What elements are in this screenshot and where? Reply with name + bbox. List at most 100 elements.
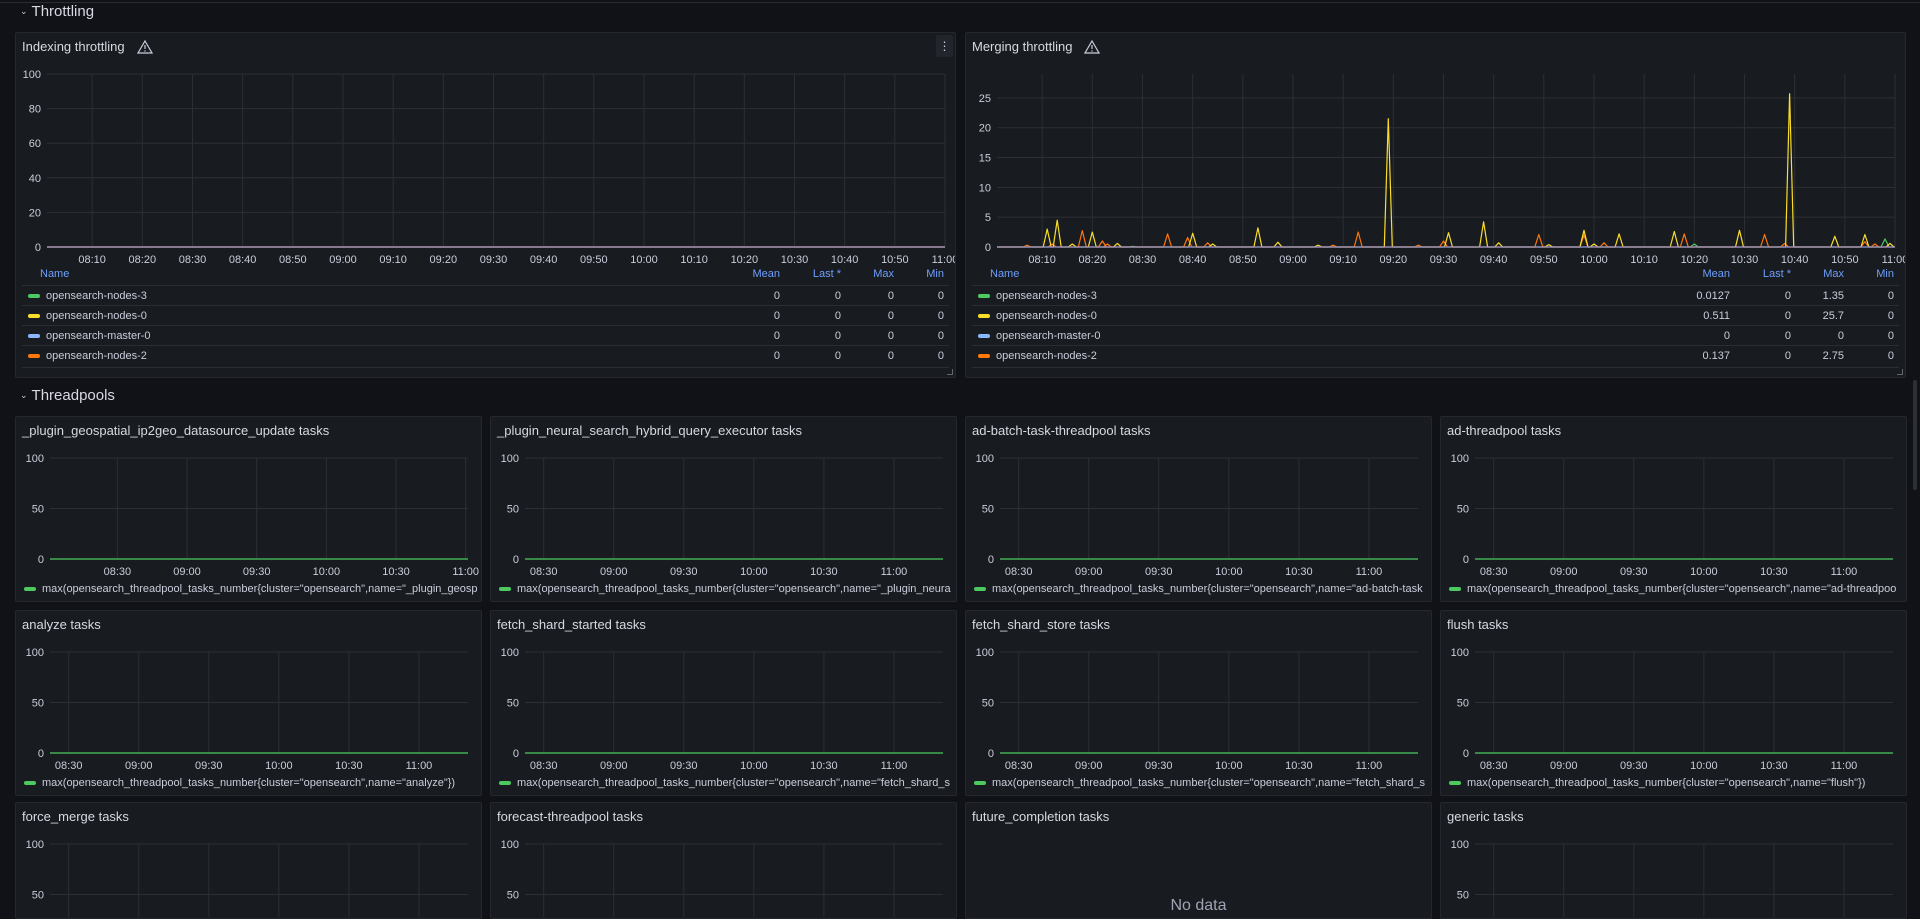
legend-row[interactable]: opensearch-nodes-3 0.0127 0 1.35 0: [972, 285, 1899, 306]
panel-header[interactable]: force_merge tasks: [22, 809, 129, 824]
legend-item[interactable]: max(opensearch_threadpool_tasks_number{c…: [24, 777, 477, 789]
legend-header-last[interactable]: Last *: [1762, 268, 1791, 280]
legend-mean-value: 0.137: [1702, 350, 1730, 362]
legend-header-name[interactable]: Name: [40, 268, 70, 280]
panel-header[interactable]: Indexing throttling: [22, 39, 153, 54]
legend-swatch: [28, 294, 40, 298]
legend-swatch: [974, 587, 986, 592]
x-tick-label: 09:30: [670, 566, 698, 578]
panel-header[interactable]: flush tasks: [1447, 617, 1508, 632]
y-tick-label: 20: [979, 123, 991, 135]
legend-series-name: opensearch-master-0: [996, 330, 1101, 342]
legend-min-value: 0: [937, 290, 944, 302]
legend-header-min[interactable]: Min: [1876, 268, 1894, 280]
y-tick-label: 50: [982, 504, 994, 516]
legend-header-max[interactable]: Max: [1823, 268, 1844, 280]
x-tick-label: 08:30: [1005, 566, 1033, 578]
y-tick-label: 0: [35, 242, 41, 254]
x-tick-label: 09:00: [1279, 254, 1307, 266]
panel-header[interactable]: ad-batch-task-threadpool tasks: [972, 423, 1150, 438]
no-data-message: No data: [1170, 897, 1227, 914]
legend-header-min[interactable]: Min: [926, 268, 944, 280]
y-tick-label: 50: [507, 890, 519, 902]
legend-item[interactable]: max(opensearch_threadpool_tasks_number{c…: [24, 583, 477, 595]
x-tick-label: 09:00: [173, 566, 201, 578]
panel-header[interactable]: generic tasks: [1447, 809, 1524, 824]
x-tick-label: 08:10: [1028, 254, 1056, 266]
panel-header[interactable]: Merging throttling: [972, 39, 1101, 54]
legend-series-name: opensearch-nodes-0: [46, 310, 147, 322]
y-tick-label: 50: [32, 504, 44, 516]
panel-ad-threadpool-tasks: ad-threadpool tasks 08:30 09:00 09:30 10:00 1…: [1440, 416, 1907, 602]
kebab-menu-icon[interactable]: ⋮: [936, 35, 953, 57]
panel-header[interactable]: ad-threadpool tasks: [1447, 423, 1561, 438]
panel-header[interactable]: future_completion tasks: [972, 809, 1109, 824]
x-tick-label: 10:00: [1215, 566, 1243, 578]
x-tick-label: 10:30: [1760, 760, 1788, 772]
legend-item[interactable]: max(opensearch_threadpool_tasks_number{c…: [974, 583, 1427, 595]
y-tick-label: 0: [38, 554, 44, 566]
x-tick-label: 10:50: [1831, 254, 1859, 266]
resize-handle[interactable]: [1897, 369, 1903, 375]
y-tick-label: 100: [1451, 647, 1469, 659]
panel-future-completion-tasks: future_completion tasks No data: [965, 802, 1432, 919]
warning-triangle-icon[interactable]: [136, 39, 153, 54]
panel-title: fetch_shard_store tasks: [972, 617, 1111, 632]
panel-header[interactable]: analyze tasks: [22, 617, 101, 632]
y-tick-label: 80: [29, 104, 41, 116]
row-title: Throttling: [31, 3, 95, 20]
panel-header[interactable]: _plugin_neural_search_hybrid_query_execu…: [497, 423, 802, 438]
resize-handle[interactable]: [947, 369, 953, 375]
y-tick-label: 25: [979, 93, 991, 105]
legend-min-value: 0: [1887, 290, 1894, 302]
panel-flush-tasks: flush tasks 08:30 09:00 09:30 10:00 10:30 11:0…: [1440, 610, 1907, 796]
legend-row[interactable]: opensearch-nodes-2 0 0 0 0: [22, 345, 949, 366]
y-tick-label: 50: [1457, 698, 1469, 710]
legend-item[interactable]: max(opensearch_threadpool_tasks_number{c…: [499, 777, 952, 789]
panel-header[interactable]: fetch_shard_started tasks: [497, 617, 646, 632]
legend-header-max[interactable]: Max: [873, 268, 894, 280]
x-tick-label: 11:00: [932, 254, 956, 266]
legend-row[interactable]: opensearch-nodes-3 0 0 0 0: [22, 285, 949, 306]
x-tick-label: 09:00: [1075, 760, 1103, 772]
legend-row[interactable]: opensearch-nodes-2 0.137 0 2.75 0: [972, 345, 1899, 366]
legend-label: max(opensearch_threadpool_tasks_number{c…: [992, 583, 1423, 595]
legend-row[interactable]: opensearch-nodes-0 0.511 0 25.7 0: [972, 305, 1899, 326]
x-tick-label: 10:10: [680, 254, 708, 266]
legend-max-value: 0: [887, 330, 894, 342]
panel-title: ad-threadpool tasks: [1447, 423, 1562, 438]
x-tick-label: 08:20: [1079, 254, 1107, 266]
legend-last-value: 0: [834, 310, 841, 322]
y-tick-label: 20: [29, 207, 41, 219]
legend-header-mean[interactable]: Mean: [752, 268, 780, 280]
legend-row[interactable]: opensearch-master-0 0 0 0 0: [22, 325, 949, 346]
panel-header[interactable]: _plugin_geospatial_ip2geo_datasource_upd…: [22, 423, 329, 438]
legend-swatch: [978, 354, 990, 358]
legend-row[interactable]: opensearch-nodes-0 0 0 0 0: [22, 305, 949, 326]
legend-row[interactable]: opensearch-master-0 0 0 0 0: [972, 325, 1899, 346]
legend-header-last[interactable]: Last *: [812, 268, 841, 280]
x-tick-label: 09:30: [480, 254, 508, 266]
legend-item[interactable]: max(opensearch_threadpool_tasks_number{c…: [974, 777, 1427, 789]
legend-last-value: 0: [1784, 290, 1791, 302]
legend-header-mean[interactable]: Mean: [1702, 268, 1730, 280]
y-tick-label: 50: [1457, 890, 1469, 902]
legend-max-value: 0: [887, 310, 894, 322]
legend-swatch: [978, 334, 990, 338]
legend-item[interactable]: max(opensearch_threadpool_tasks_number{c…: [1449, 583, 1902, 595]
panel-title: Merging throttling: [972, 39, 1073, 54]
warning-triangle-icon[interactable]: [1084, 39, 1101, 54]
row-header-threadpools[interactable]: ⌄ Threadpools: [20, 387, 115, 404]
panel-header[interactable]: fetch_shard_store tasks: [972, 617, 1110, 632]
legend-item[interactable]: max(opensearch_threadpool_tasks_number{c…: [499, 583, 952, 595]
legend-label: max(opensearch_threadpool_tasks_number{c…: [1467, 583, 1897, 595]
page-scrollbar[interactable]: [1913, 380, 1917, 490]
legend-header-name[interactable]: Name: [990, 268, 1020, 280]
legend-last-value: 0: [834, 330, 841, 342]
panel-header[interactable]: forecast-threadpool tasks: [497, 809, 643, 824]
x-tick-label: 11:00: [1831, 760, 1858, 772]
row-header-throttling[interactable]: ⌄ Throttling: [20, 3, 94, 20]
legend-max-value: 0: [887, 350, 894, 362]
x-tick-label: 10:00: [1690, 566, 1718, 578]
legend-item[interactable]: max(opensearch_threadpool_tasks_number{c…: [1449, 777, 1902, 789]
